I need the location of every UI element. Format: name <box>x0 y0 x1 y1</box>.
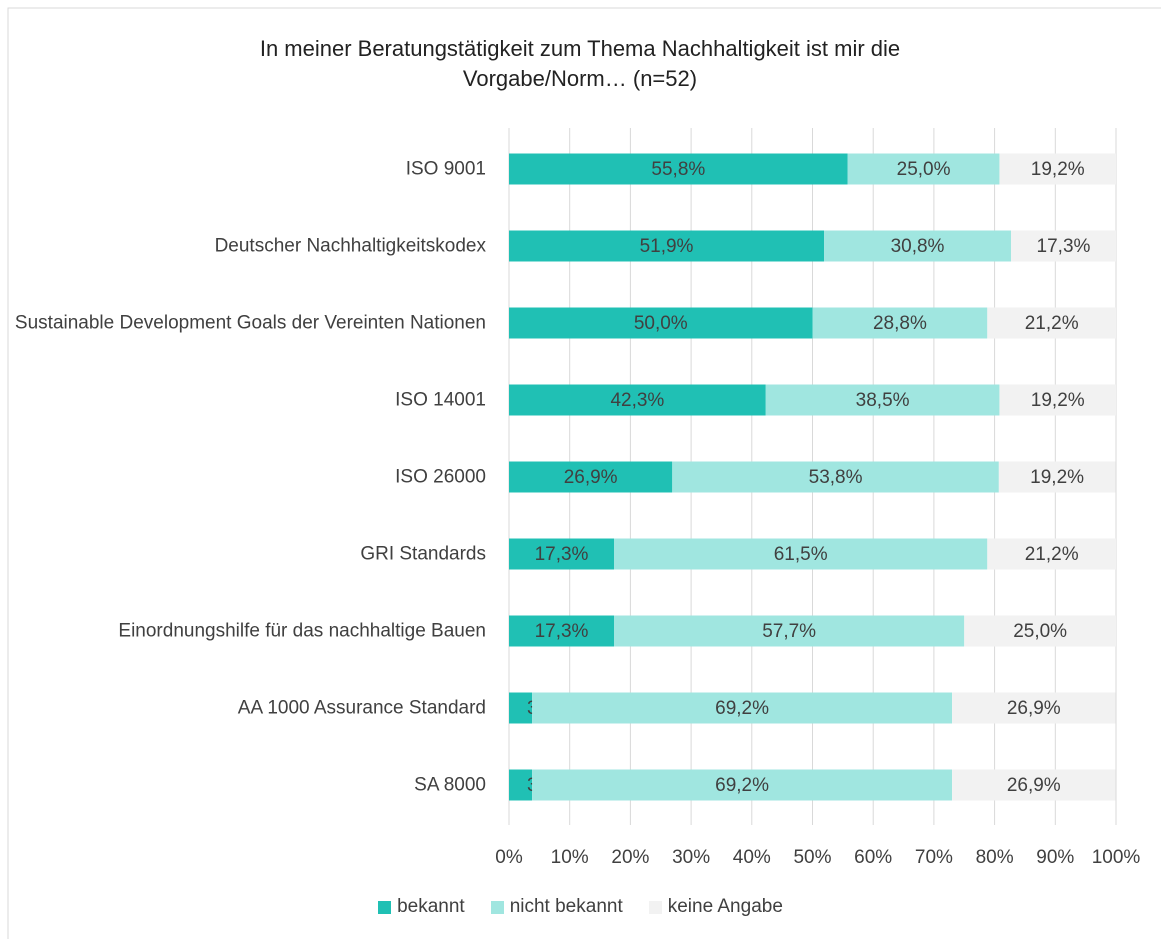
x-tick-label: 40% <box>733 847 771 868</box>
x-tick-label: 100% <box>1092 847 1141 868</box>
bar-segment <box>987 307 1116 339</box>
data-label: 55,8% <box>651 159 705 180</box>
data-label: 25,0% <box>1013 621 1067 642</box>
x-tick-label: 60% <box>854 847 892 868</box>
data-label: 19,2% <box>1030 467 1084 488</box>
bar-segment <box>509 769 533 801</box>
data-label: 69,2% <box>715 775 769 796</box>
bar-segment <box>614 615 965 647</box>
bar-segment <box>812 307 988 339</box>
category-label: ISO 9001 <box>405 158 486 180</box>
data-label: 26,9% <box>1007 698 1061 719</box>
category-label: Einordnungshilfe für das nachhaltige Bau… <box>118 620 486 642</box>
legend-swatch <box>648 900 662 914</box>
legend-item: nicht bekannt <box>490 896 623 918</box>
bar-segment <box>847 153 1000 185</box>
category-label: AA 1000 Assurance Standard <box>237 697 486 719</box>
x-tick-label: 70% <box>915 847 953 868</box>
data-label: 50,0% <box>634 313 688 334</box>
bar-segment <box>509 384 766 416</box>
bar-segment <box>765 384 1000 416</box>
bar-segment <box>672 461 999 493</box>
category-label: GRI Standards <box>360 543 486 565</box>
bar-segment <box>509 307 813 339</box>
data-label: 19,2% <box>1031 159 1085 180</box>
data-label: 26,9% <box>564 467 618 488</box>
data-label: 69,2% <box>715 698 769 719</box>
data-label: 51,9% <box>640 236 694 257</box>
bar-segment <box>824 230 1011 262</box>
legend-item: keine Angabe <box>648 896 783 918</box>
data-label: 19,2% <box>1031 390 1085 411</box>
bar-segment <box>998 461 1116 493</box>
bar-segment <box>532 692 953 724</box>
data-label: 28,8% <box>873 313 927 334</box>
legend-label: keine Angabe <box>667 896 783 917</box>
data-label: 38,5% <box>856 390 910 411</box>
x-tick-label: 20% <box>611 847 649 868</box>
data-label: 53,8% <box>809 467 863 488</box>
bar-segment <box>952 692 1116 724</box>
category-label: Sustainable Development Goals der Verein… <box>14 312 486 334</box>
chart-title: In meiner Beratungstätigkeit zum Thema N… <box>259 36 901 91</box>
chart-border <box>7 7 1161 939</box>
bar-segment <box>532 769 953 801</box>
data-label: 25,0% <box>897 159 951 180</box>
category-label: ISO 14001 <box>395 389 486 411</box>
data-label: 17,3% <box>535 621 589 642</box>
data-label: 17,3% <box>535 544 589 565</box>
x-tick-label: 80% <box>976 847 1014 868</box>
x-tick-label: 50% <box>793 847 831 868</box>
legend-item: bekannt <box>378 896 465 918</box>
bar-segment <box>999 153 1116 185</box>
bar-segment <box>509 230 825 262</box>
bar-segment <box>509 615 615 647</box>
category-label: ISO 26000 <box>395 466 486 488</box>
legend-label: bekannt <box>397 896 465 917</box>
bar-segment <box>614 538 988 570</box>
bar-segment <box>987 538 1116 570</box>
data-label: 21,2% <box>1025 313 1079 334</box>
bar-segment <box>952 769 1116 801</box>
bar-segment <box>509 538 615 570</box>
data-label: 26,9% <box>1007 775 1061 796</box>
data-label: 61,5% <box>774 544 828 565</box>
bar-segment <box>964 615 1116 647</box>
x-tick-label: 10% <box>551 847 589 868</box>
legend: bekannt nicht bekannt keine Angabe <box>0 896 1161 918</box>
x-tick-label: 30% <box>672 847 710 868</box>
bar-segment <box>1010 230 1116 262</box>
x-tick-label: 0% <box>495 847 523 868</box>
bar-segment <box>509 692 533 724</box>
category-label: Deutscher Nachhaltigkeitskodex <box>214 235 486 257</box>
data-label: 21,2% <box>1025 544 1079 565</box>
data-label: 17,3% <box>1037 236 1091 257</box>
data-label: 30,8% <box>891 236 945 257</box>
bar-segment <box>999 384 1116 416</box>
legend-label: nicht bekannt <box>509 896 623 917</box>
bar-segment <box>509 153 848 185</box>
legend-swatch <box>490 900 504 914</box>
x-tick-label: 90% <box>1036 847 1074 868</box>
category-label: SA 8000 <box>414 774 486 796</box>
data-label: 57,7% <box>762 621 816 642</box>
bar-segment <box>509 461 673 493</box>
data-label: 42,3% <box>610 390 664 411</box>
legend-swatch <box>378 900 392 914</box>
